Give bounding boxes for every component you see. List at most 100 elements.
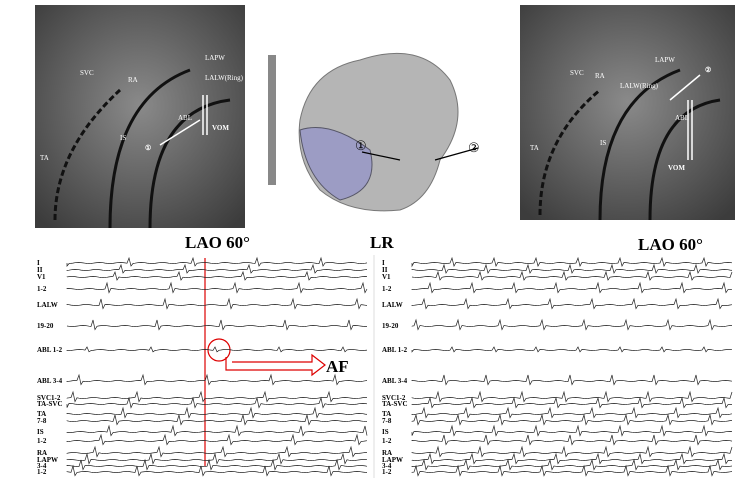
image-label: VOM (668, 164, 685, 172)
lead-label: ABL 1-2 (382, 346, 408, 354)
lead-label: 7-8 (382, 417, 392, 425)
image-label: LAPW (205, 54, 225, 62)
lead-label: 7-8 (37, 417, 47, 425)
arrows (159, 74, 701, 160)
egm-trace (411, 406, 733, 419)
map-arrows (361, 147, 479, 161)
lead-label: LALW (37, 301, 58, 309)
egm-trace (66, 297, 368, 310)
egm-trace (66, 390, 367, 403)
lead-label: 3-4 (37, 462, 47, 470)
egm-trace (411, 297, 733, 310)
caption: LAO 60° (185, 233, 250, 252)
image-label: ② (705, 66, 711, 74)
egm-trace (66, 406, 368, 419)
caption: LAO 60° (638, 235, 703, 254)
map-region (299, 127, 373, 201)
egm-trace (411, 424, 733, 437)
lead-label: TA-SVC (382, 400, 408, 408)
lead-label: IS (382, 428, 389, 436)
lead-label: 3-4 (382, 462, 392, 470)
egm-trace (66, 281, 368, 294)
lead-label: RA (382, 449, 392, 457)
caption: LR (370, 233, 394, 252)
lead-label: 1-2 (37, 437, 47, 445)
annotation: AF (326, 357, 349, 376)
egm-trace (66, 424, 368, 437)
egm-trace (411, 390, 733, 403)
lead-label: SVC1-2 (37, 394, 61, 402)
image-label: IS (120, 134, 126, 142)
lead-label: LAPW (382, 456, 403, 464)
lead-label: 19-20 (37, 322, 54, 330)
egm-trace (66, 256, 368, 267)
image-label: SVC (80, 69, 94, 77)
image-label: RA (128, 76, 138, 84)
lead-label: RA (37, 449, 47, 457)
lead-label: TA (382, 410, 391, 418)
egm-trace (411, 413, 733, 426)
egm-trace (411, 263, 733, 274)
lead-label: 1-2 (382, 468, 392, 476)
lead-label: TA (37, 410, 46, 418)
egm-trace (411, 270, 733, 281)
image-label: TA (40, 154, 49, 162)
fluoro-left (35, 5, 245, 228)
egm-trace (66, 433, 368, 446)
egm-trace (411, 318, 733, 331)
egm-trace (66, 396, 368, 409)
egm-trace (66, 373, 368, 386)
lead-label: TA-SVC (37, 400, 63, 408)
egm-trace (411, 256, 733, 268)
image-label: LAPW (655, 56, 675, 64)
image-label: RA (595, 72, 605, 80)
lead-label: 1-2 (37, 468, 47, 476)
lead-label: ABL 3-4 (37, 377, 63, 385)
egm-trace (66, 319, 368, 331)
lead-label: V1 (382, 273, 391, 281)
lead-label: II (382, 266, 388, 274)
lead-label: V1 (37, 273, 46, 281)
lead-label: IS (37, 428, 44, 436)
lead-label: 19-20 (382, 322, 399, 330)
image-label: ABL (675, 114, 689, 122)
image-label: TA (530, 144, 539, 152)
image-label: VOM (212, 124, 229, 132)
image-label: ① (145, 144, 151, 152)
egm-trace (411, 464, 733, 477)
lead-label: LAPW (37, 456, 58, 464)
lead-label: 1-2 (37, 285, 47, 293)
lead-label: I (382, 259, 385, 267)
egm-trace (411, 452, 733, 465)
egm-trace (66, 445, 368, 458)
map-label: ① (355, 138, 367, 153)
lead-label: SVC1-2 (382, 394, 406, 402)
egm-trace (66, 458, 368, 471)
lead-label: II (37, 266, 43, 274)
image-label: IS (600, 139, 606, 147)
lead-label: ABL 1-2 (37, 346, 63, 354)
image-label: ABL (178, 114, 192, 122)
egm-trace (411, 445, 733, 458)
egm-trace (66, 414, 368, 426)
map-toolbar (268, 55, 276, 185)
lead-label: 1-2 (382, 285, 392, 293)
egm-trace (66, 346, 368, 353)
lead-label: LALW (382, 301, 403, 309)
egm-trace (411, 374, 733, 386)
image-label: LALW(Ring) (620, 82, 659, 90)
egm-trace (66, 270, 368, 281)
lead-label: I (37, 259, 40, 267)
lead-label: ABL 3-4 (382, 377, 408, 385)
egm-trace (66, 464, 368, 477)
map-label: ② (468, 140, 480, 155)
egm-trace (411, 396, 733, 409)
egm-trace (66, 452, 368, 465)
egm-trace (411, 458, 733, 471)
lead-label: 1-2 (382, 437, 392, 445)
egm-trace (411, 434, 733, 446)
egm-trace (411, 346, 733, 353)
egm-trace (411, 281, 733, 294)
egm-trace (66, 263, 368, 274)
